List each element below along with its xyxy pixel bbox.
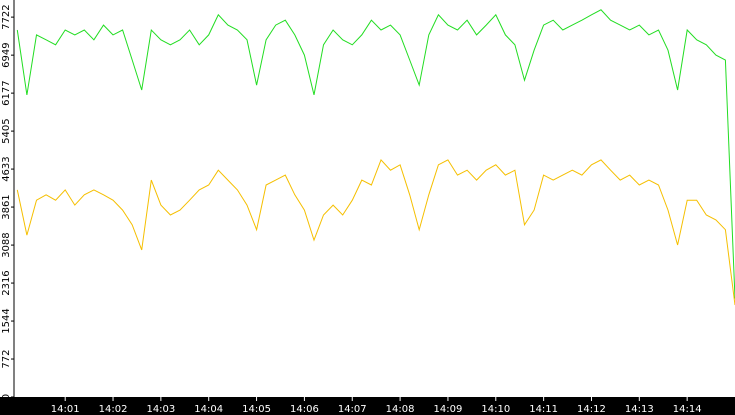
x-tick-label: 14:07 bbox=[338, 404, 367, 415]
y-tick-label: 7722 bbox=[1, 4, 12, 29]
y-tick-label: 4633 bbox=[1, 156, 12, 181]
x-tick-label: 14:12 bbox=[577, 404, 606, 415]
y-tick-label: 6177 bbox=[1, 80, 12, 105]
x-tick-label: 14:04 bbox=[194, 404, 223, 415]
x-tick-label: 14:14 bbox=[673, 404, 702, 415]
y-tick-label: 3088 bbox=[1, 232, 12, 257]
y-tick-label: 5405 bbox=[1, 118, 12, 143]
x-tick-label: 14:09 bbox=[434, 404, 463, 415]
x-tick-label: 14:06 bbox=[290, 404, 319, 415]
x-tick-label: 14:13 bbox=[625, 404, 654, 415]
y-tick-label: 772 bbox=[1, 349, 12, 368]
y-tick-label: 2316 bbox=[1, 270, 12, 295]
x-tick-label: 14:10 bbox=[481, 404, 510, 415]
x-tick-label: 14:03 bbox=[146, 404, 175, 415]
x-axis-band bbox=[0, 397, 735, 415]
x-tick-label: 14:08 bbox=[386, 404, 415, 415]
y-tick-label: 3861 bbox=[1, 194, 12, 219]
x-tick-label: 14:02 bbox=[99, 404, 128, 415]
y-tick-label: 1544 bbox=[1, 308, 12, 333]
y-tick-label: 0 bbox=[1, 394, 12, 400]
x-tick-label: 14:01 bbox=[51, 404, 80, 415]
series-line bbox=[16, 158, 735, 306]
series-line bbox=[16, 9, 735, 299]
x-tick-label: 14:11 bbox=[529, 404, 558, 415]
x-tick-label: 14:05 bbox=[242, 404, 271, 415]
y-tick-label: 6949 bbox=[1, 42, 12, 67]
